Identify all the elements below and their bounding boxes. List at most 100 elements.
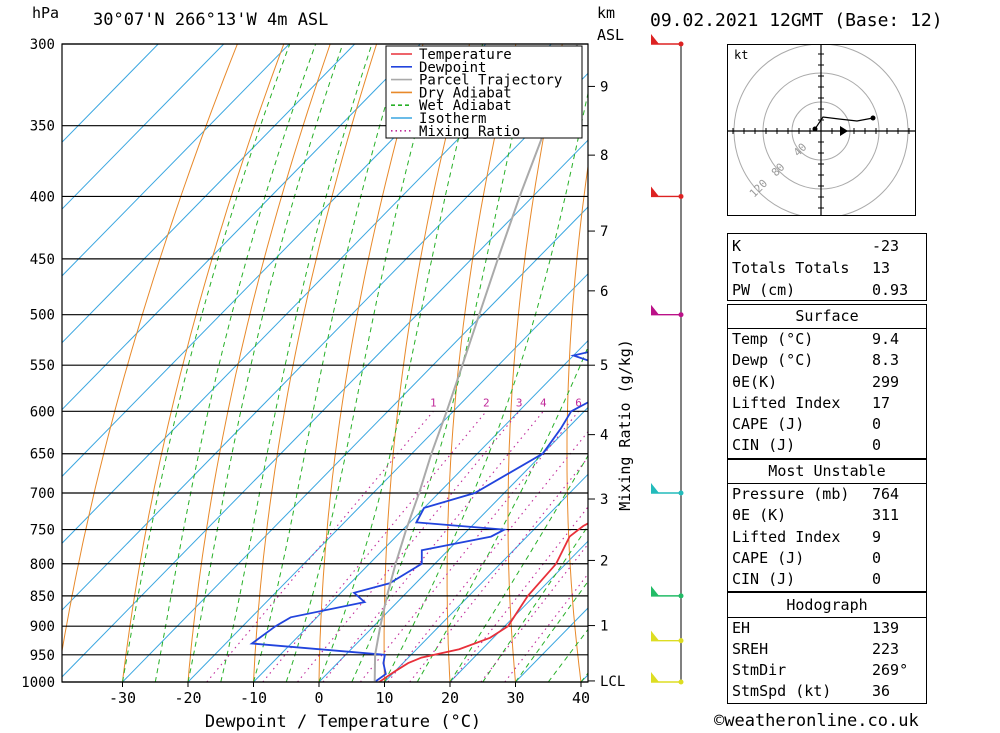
- pressure-tick-label: 500: [30, 308, 55, 324]
- x-tick-label: -30: [109, 689, 136, 707]
- dry-adiabat-line: [933, 44, 1000, 682]
- pressure-tick-label: 600: [30, 404, 55, 420]
- table-row: Lifted Index 9: [732, 528, 882, 546]
- table-row: Totals Totals 13: [732, 259, 891, 277]
- mixing-ratio-axis-label: Mixing Ratio (g/kg): [616, 339, 634, 511]
- isotherm-line: [62, 44, 356, 344]
- height-tick-label: 4: [600, 428, 608, 444]
- wind-barb-flag: [651, 186, 659, 197]
- wind-barb-flag: [651, 304, 659, 315]
- mixing-ratio-label: 1: [430, 396, 437, 409]
- datetime-title: 09.02.2021 12GMT (Base: 12): [650, 10, 943, 31]
- series-dewpoint: [249, 351, 588, 682]
- hodograph-point: [812, 126, 818, 132]
- height-tick-label: 7: [600, 224, 608, 240]
- table-row: PW (cm) 0.93: [732, 281, 909, 299]
- wind-barb-flag: [651, 630, 659, 641]
- mixing-ratio-line: [297, 410, 520, 682]
- wind-barb-flag: [651, 585, 659, 596]
- table-row: SREH 223: [732, 640, 900, 658]
- isotherm-line: [62, 44, 159, 143]
- mixing-ratio-label: 20: [685, 396, 698, 409]
- wet-adiabat-line: [122, 44, 291, 682]
- dry-adiabat-line: [980, 44, 1000, 682]
- table-row: θE(K) 299: [732, 373, 900, 391]
- location-title: 30°07'N 266°13'W 4m ASL: [93, 10, 329, 30]
- hodograph-stats-title: Hodograph: [786, 596, 868, 614]
- wet-adiabat-line: [285, 44, 441, 682]
- dry-adiabat-line: [122, 44, 285, 682]
- hodograph-point: [870, 115, 876, 121]
- pressure-unit-label: hPa: [32, 4, 60, 22]
- legend-box: [385, 45, 583, 139]
- table-row: StmDir 269°: [732, 661, 909, 679]
- hodograph-stats-table: Hodograph EH 139 SREH 223 StmDir 269° StmSp…: [727, 592, 927, 704]
- wet-adiabat-line: [187, 44, 344, 682]
- dry-adiabat-line: [679, 44, 712, 682]
- x-tick-label: -10: [240, 689, 267, 707]
- mixing-ratio-label: 2: [483, 396, 490, 409]
- wet-adiabat-line: [154, 44, 317, 682]
- mixing-ratio-line: [387, 430, 588, 682]
- pressure-tick-label: 350: [30, 119, 55, 135]
- table-row: Pressure (mb) 764: [732, 485, 900, 503]
- isotherm-line: [62, 44, 225, 210]
- isotherm-line: [62, 139, 588, 678]
- mixing-ratio-label: 3: [516, 396, 523, 409]
- legend-entry: Wet Adiabat: [419, 98, 512, 114]
- table-row: CAPE (J) 0: [732, 549, 882, 567]
- surface-table: Surface Temp (°C) 9.4 Dewp (°C) 8.3 θE(K) 2…: [727, 304, 927, 459]
- pressure-tick-label: 300: [30, 37, 55, 53]
- wet-adiabat-line: [220, 44, 373, 682]
- hodograph-unit: kt: [734, 48, 748, 62]
- height-tick-label: 9: [600, 79, 608, 95]
- mixing-ratio-line: [262, 410, 487, 682]
- legend-entry: Temperature: [419, 47, 512, 63]
- series-parcel-trajectory: [373, 44, 579, 682]
- pressure-tick-label: 550: [30, 358, 55, 374]
- mixing-ratio-label: 15: [657, 396, 670, 409]
- credit-link[interactable]: ©weatheronline.co.uk: [714, 711, 919, 731]
- x-tick-label: 40: [572, 689, 590, 707]
- legend-entry: Parcel Trajectory: [419, 73, 562, 89]
- mixing-ratio-label: 6: [575, 396, 582, 409]
- mixing-ratio-label: 4: [540, 396, 547, 409]
- wind-barb-flag: [651, 672, 659, 682]
- surface-title: Surface: [795, 307, 859, 325]
- x-tick-label: 20: [441, 689, 459, 707]
- isotherm-line: [384, 473, 588, 682]
- pressure-tick-label: 450: [30, 252, 55, 268]
- table-row: Temp (°C) 9.4: [732, 330, 900, 348]
- x-tick-label: 10: [375, 689, 393, 707]
- dry-adiabat-line: [187, 44, 331, 682]
- height-tick-label: 5: [600, 358, 608, 374]
- height-tick-label: 3: [600, 492, 608, 508]
- asl-label: ASL: [597, 26, 625, 44]
- dry-adiabat-line: [318, 44, 424, 682]
- pressure-tick-label: 900: [30, 619, 55, 635]
- table-row: Lifted Index 17: [732, 394, 891, 412]
- isotherm-line: [62, 44, 487, 478]
- pressure-tick-label: 400: [30, 189, 55, 205]
- km-label: km: [597, 4, 616, 22]
- legend-entry: Isotherm: [419, 111, 486, 127]
- pressure-tick-label: 750: [30, 523, 55, 539]
- mixing-ratio-line: [359, 410, 579, 682]
- most-unstable-table: Most Unstable Pressure (mb) 764 θE (K) 311…: [727, 459, 927, 592]
- hodograph-ring-label: 120: [747, 177, 770, 200]
- x-tick-label: -20: [174, 689, 201, 707]
- pressure-tick-label: 850: [30, 589, 55, 605]
- isotherm-line: [62, 44, 421, 411]
- pressure-tick-label: 650: [30, 447, 55, 463]
- isotherm-line: [62, 44, 290, 277]
- wind-barb-flag: [651, 34, 659, 44]
- wet-adiabat-line: [318, 44, 484, 682]
- table-row: CIN (J) 0: [732, 436, 882, 454]
- x-axis-label: Dewpoint / Temperature (°C): [205, 712, 481, 732]
- table-row: CAPE (J) 0: [732, 415, 882, 433]
- table-row: CIN (J) 0: [732, 570, 882, 588]
- mixing-ratio-label: 8: [601, 396, 608, 409]
- height-tick-label: LCL: [600, 674, 625, 690]
